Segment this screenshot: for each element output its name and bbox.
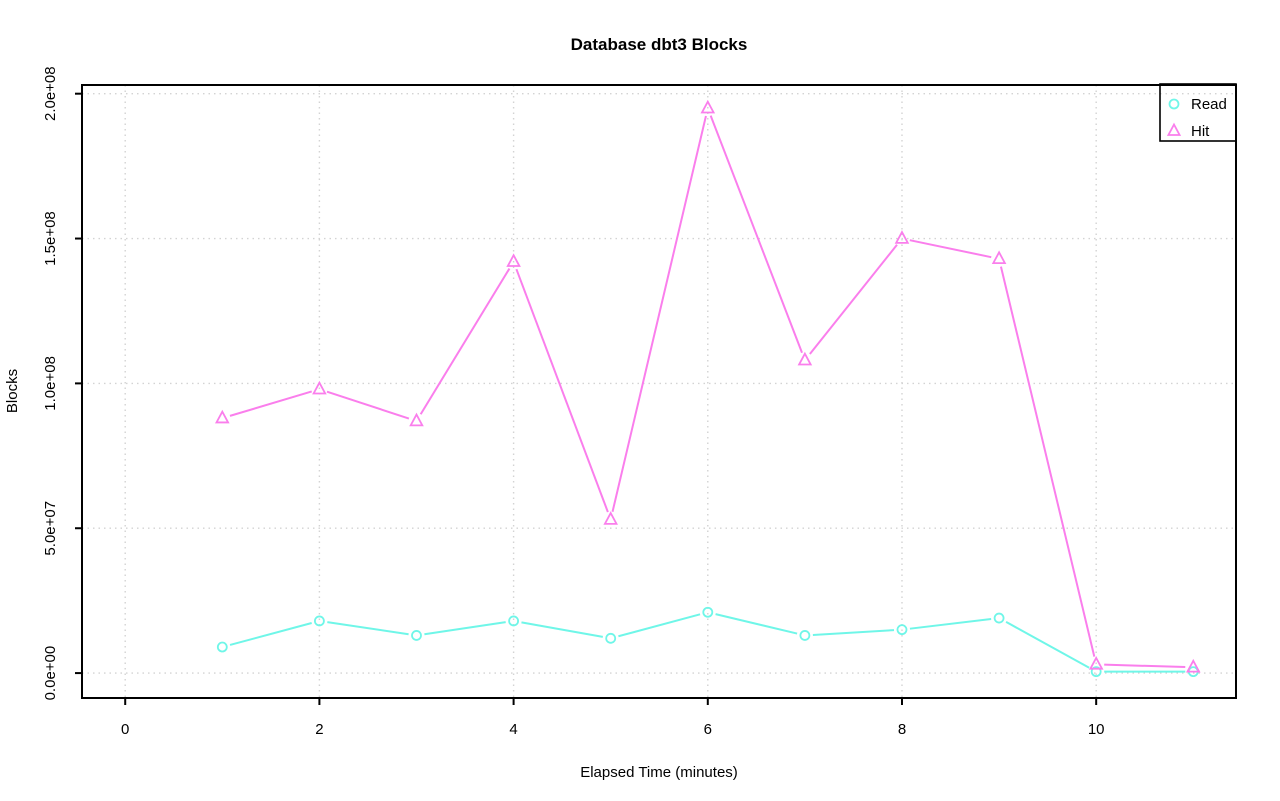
legend-read-marker-icon: [1168, 98, 1180, 110]
hit-point: [700, 99, 716, 114]
y-axis-label: Blocks: [4, 369, 21, 413]
legend-hit-marker-icon: [1166, 122, 1182, 136]
legend-box: [1159, 83, 1237, 142]
x-tick-label: 10: [1088, 721, 1105, 738]
x-tick-label: 2: [315, 721, 323, 738]
read-point: [411, 630, 422, 641]
hit-line-segment: [709, 115, 803, 354]
hit-line-segment: [326, 390, 410, 420]
read-line-segment: [812, 629, 895, 636]
hit-point: [797, 351, 813, 366]
read-line-segment: [521, 621, 603, 638]
hit-point: [1088, 655, 1104, 670]
read-line-segment: [327, 621, 409, 636]
x-axis-label: Elapsed Time (minutes): [580, 764, 738, 781]
y-tick-label: 2.0e+08: [42, 66, 59, 121]
legend-hit-label: Hit: [1191, 123, 1210, 140]
hit-series: [215, 99, 1201, 673]
x-tick-label: 4: [509, 721, 517, 738]
data-series: [215, 99, 1201, 678]
read-point: [896, 624, 908, 636]
hit-point: [312, 380, 327, 395]
hit-line-segment: [999, 266, 1096, 657]
y-tick-label: 0.0e+00: [42, 646, 59, 701]
hit-point: [409, 412, 424, 427]
chart-title: Database dbt3 Blocks: [571, 35, 748, 54]
y-tick-label: 1.5e+08: [42, 211, 59, 266]
hit-point: [894, 230, 910, 244]
read-line-segment: [909, 617, 992, 630]
hit-point: [215, 409, 230, 424]
legend: Read Hit: [1159, 83, 1237, 142]
read-series: [216, 606, 1199, 678]
read-line-segment: [229, 622, 312, 646]
plot-box: [81, 84, 1237, 699]
plot-frame: [81, 84, 1237, 699]
read-line-segment: [1005, 621, 1090, 669]
x-tick-label: 6: [704, 721, 712, 738]
hit-point: [1185, 658, 1201, 673]
hit-point: [506, 253, 521, 267]
read-point: [702, 606, 714, 618]
read-line-segment: [715, 613, 798, 635]
axis-tick-labels: 0 2 4 6 8 10 0.0e+00 5.0e+07 1.0e+08 1.5e+08 2.0e+…: [42, 66, 1105, 738]
read-point: [1090, 666, 1102, 678]
y-tick-label: 5.0e+07: [42, 501, 59, 556]
hit-point: [991, 250, 1007, 265]
hit-line-segment: [809, 244, 898, 355]
x-tick-label: 0: [121, 721, 129, 738]
read-point: [799, 630, 811, 641]
hit-line-segment: [611, 115, 707, 512]
legend-read-label: Read: [1191, 96, 1227, 113]
read-point: [993, 612, 1005, 624]
read-point: [216, 641, 228, 653]
hit-line-segment: [909, 239, 992, 259]
hit-line-segment: [419, 268, 511, 415]
hit-line-segment: [229, 390, 313, 417]
axis-ticks: [75, 92, 1098, 705]
read-line-segment: [424, 621, 506, 636]
gridlines: [82, 85, 1236, 698]
hit-line-segment: [515, 268, 609, 513]
y-tick-label: 1.0e+08: [42, 356, 59, 411]
read-line-segment: [618, 613, 701, 638]
read-point: [314, 615, 325, 627]
hit-line-segment: [1104, 663, 1186, 669]
hit-point: [603, 511, 618, 525]
read-point: [508, 615, 519, 627]
read-point: [605, 632, 617, 644]
x-tick-label: 8: [898, 721, 906, 738]
